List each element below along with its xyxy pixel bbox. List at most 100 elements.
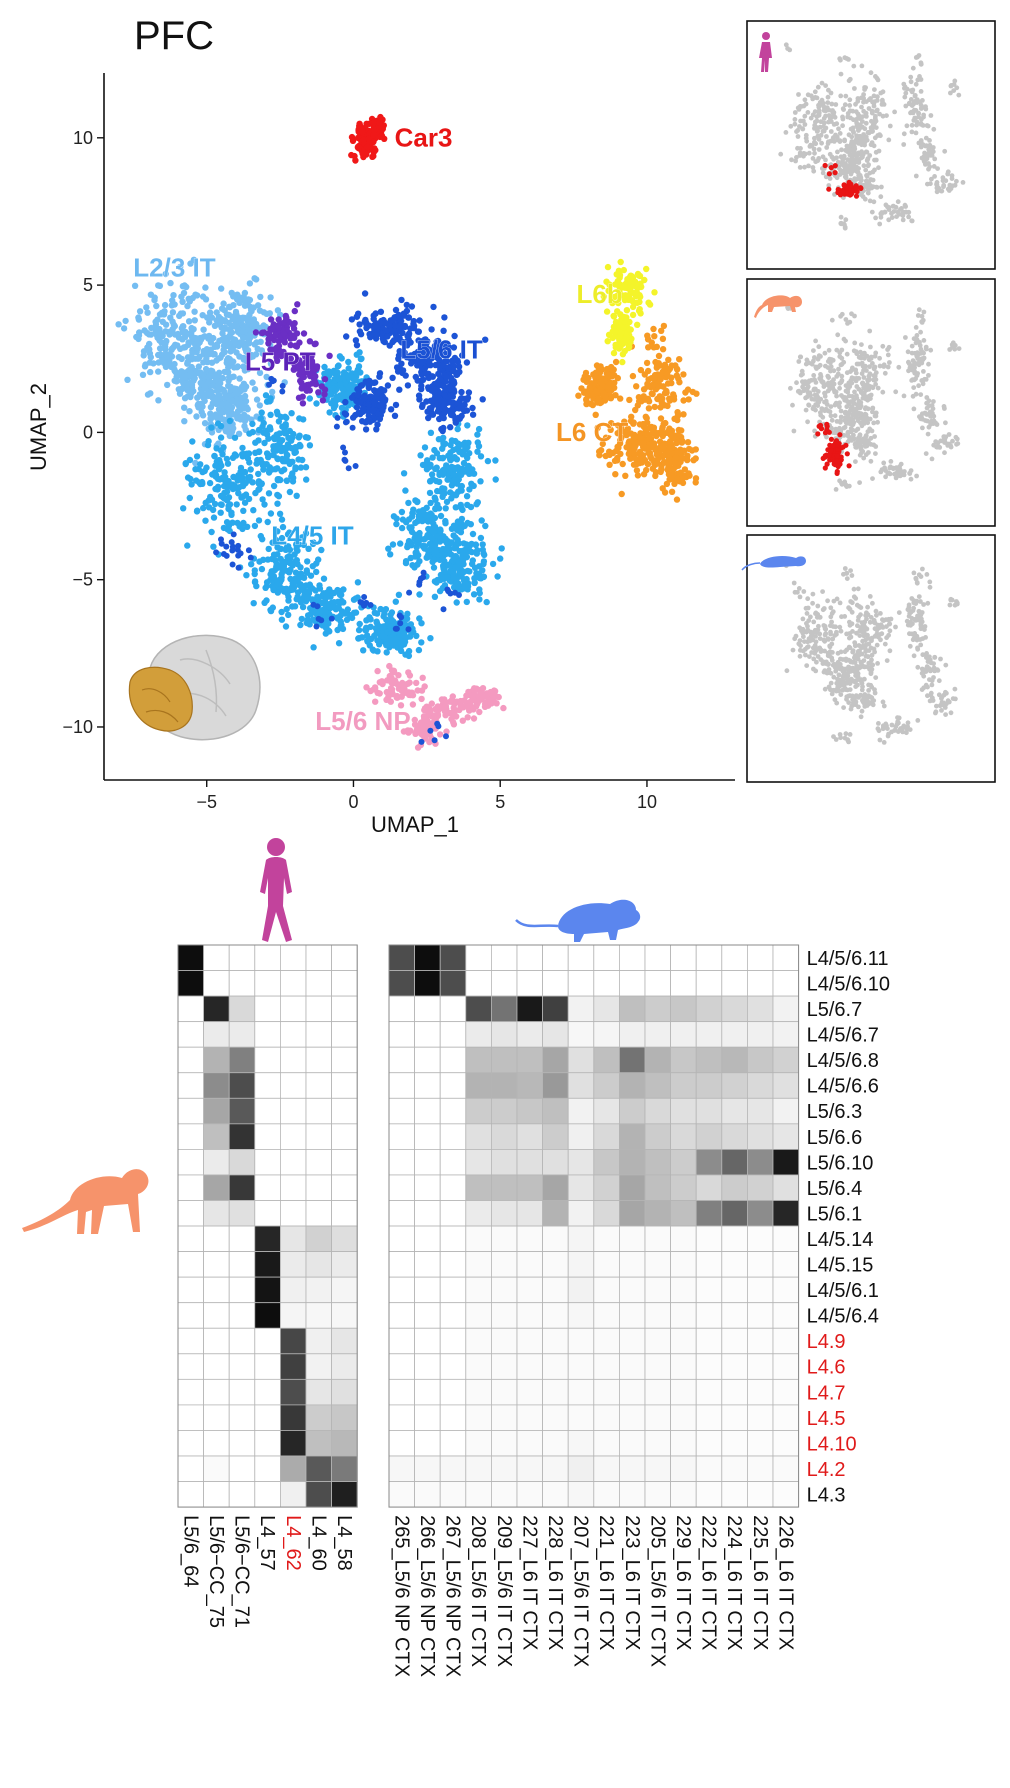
inset-point [913,173,919,179]
umap-point [289,478,297,485]
umap-point [431,712,438,719]
umap-point [349,137,357,144]
inset-point [893,204,899,210]
cluster-label-l2-3-it: L2/3 IT [133,252,215,282]
umap-point [690,457,697,464]
inset-point [867,328,873,334]
inset-point [881,102,887,107]
umap-point [449,357,456,364]
inset-point [862,126,868,132]
inset-point [843,338,848,344]
umap-point [424,457,431,464]
umap-point [476,686,483,694]
umap-point [204,441,212,449]
umap-point [298,615,305,623]
inset-highlight-point [841,182,847,188]
inset-point [871,121,877,127]
umap-point [447,567,454,575]
umap-point [402,558,410,565]
inset-point [847,148,853,153]
umap-point [199,468,206,476]
umap-point [402,487,409,494]
umap-point [202,284,209,291]
inset-point [838,214,844,220]
umap-point [418,639,425,646]
inset-point [823,157,828,163]
umap-point [655,352,663,360]
umap-point [581,373,588,380]
inset-point [899,212,905,218]
umap-point [214,475,222,482]
inset-point [820,100,826,106]
umap-point [150,360,157,367]
umap-point [426,478,434,485]
inset-point [861,163,867,169]
umap-point [648,339,655,346]
umap-point [366,614,373,621]
umap-point [181,395,189,402]
umap-point [374,667,381,675]
umap-point [239,322,247,329]
umap-point [633,383,640,390]
umap-point [415,392,423,399]
umap-point [178,355,185,363]
umap-point [285,597,292,604]
umap-point [269,388,276,396]
inset-point [821,128,827,134]
umap-point [632,406,639,414]
umap-point [214,483,222,490]
inset-point [872,167,877,173]
umap-point [265,454,272,461]
umap-point [448,495,455,502]
umap-point [135,314,142,321]
umap-point [404,610,411,617]
umap-point [352,411,359,419]
umap-point [447,385,454,393]
umap-point [155,282,162,289]
umap-point [611,328,618,335]
umap-point [382,327,389,334]
inset-point [834,155,839,161]
umap-point [617,329,624,337]
umap-point [328,615,335,622]
inset-point [811,348,816,353]
umap-point [309,540,317,548]
umap-point [409,509,416,517]
umap-point [419,401,426,409]
umap-point [605,383,612,390]
umap-point [305,545,312,552]
umap-point [214,378,221,385]
umap-point [386,322,393,329]
umap-point [484,457,492,465]
umap-point [294,301,301,308]
umap-point [371,684,379,691]
umap-point [250,507,257,514]
inset-point [818,372,823,377]
umap-point [471,685,478,692]
umap-point [467,521,474,528]
umap-point [220,300,227,307]
umap-point [281,447,289,455]
inset-point [871,199,877,205]
y-axis-label: UMAP_2 [26,383,51,471]
inset-point [812,139,817,145]
umap-point [156,345,164,352]
inset-point [901,131,907,137]
umap-point [617,258,624,266]
inset-point [826,347,832,353]
umap-point [442,505,449,512]
inset-point [836,366,841,372]
umap-point [670,465,677,472]
umap-point [229,485,237,493]
inset-point [870,177,876,183]
umap-point [417,452,424,459]
umap-point [174,330,182,338]
umap-point [267,510,275,517]
umap-point [274,322,281,330]
umap-point [300,330,308,337]
umap-point [355,626,363,634]
inset-point [839,378,845,383]
inset-point [806,150,812,156]
umap-point [392,306,400,314]
umap-point [480,693,487,700]
